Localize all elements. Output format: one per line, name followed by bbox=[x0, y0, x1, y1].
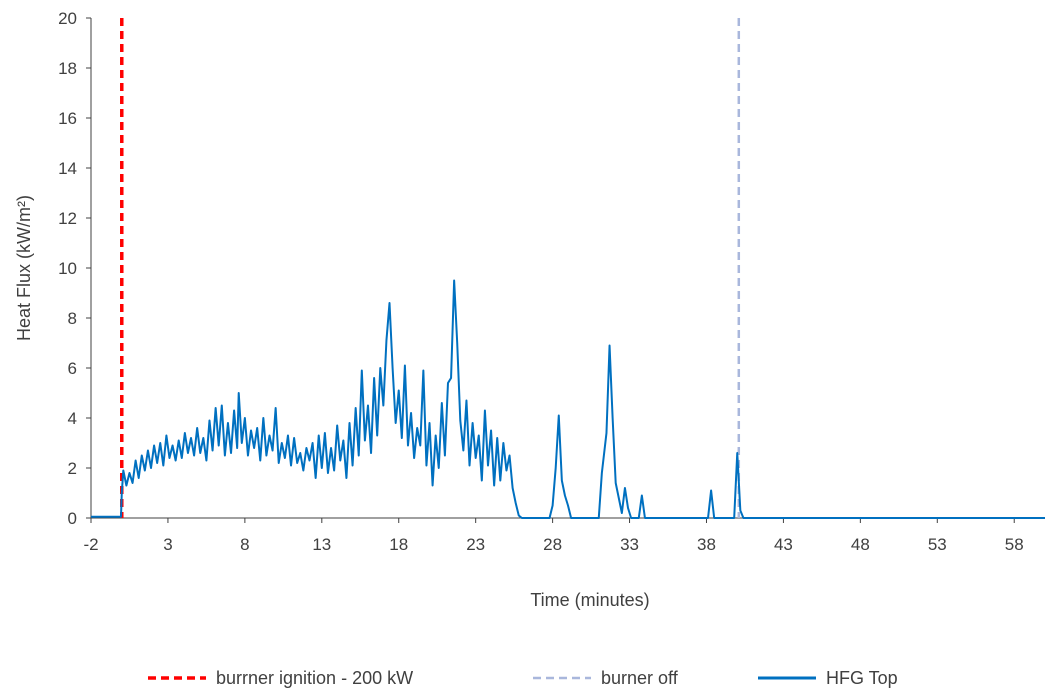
x-tick-label: 23 bbox=[466, 535, 485, 554]
x-tick-label: 3 bbox=[163, 535, 172, 554]
x-tick-label: 8 bbox=[240, 535, 249, 554]
y-tick-label: 10 bbox=[58, 259, 77, 278]
x-axis-ticks: -2 3 8 13 18 23 28 33 38 43 48 53 58 bbox=[83, 518, 1024, 554]
y-tick-label: 16 bbox=[58, 109, 77, 128]
x-tick-label: -2 bbox=[83, 535, 98, 554]
y-tick-label: 0 bbox=[68, 509, 77, 528]
y-axis-ticks: 0 2 4 6 8 10 12 14 16 18 20 bbox=[58, 9, 91, 528]
x-tick-label: 58 bbox=[1005, 535, 1024, 554]
x-axis-title: Time (minutes) bbox=[530, 590, 649, 610]
legend-label: burrner ignition - 200 kW bbox=[216, 668, 413, 688]
x-tick-label: 43 bbox=[774, 535, 793, 554]
legend-label: HFG Top bbox=[826, 668, 898, 688]
x-tick-label: 53 bbox=[928, 535, 947, 554]
y-tick-label: 4 bbox=[68, 409, 77, 428]
y-tick-label: 2 bbox=[68, 459, 77, 478]
y-tick-label: 20 bbox=[58, 9, 77, 28]
x-tick-label: 38 bbox=[697, 535, 716, 554]
y-tick-label: 8 bbox=[68, 309, 77, 328]
legend: burrner ignition - 200 kW burner off HFG T… bbox=[148, 668, 898, 688]
y-tick-label: 12 bbox=[58, 209, 77, 228]
x-tick-label: 18 bbox=[389, 535, 408, 554]
x-tick-label: 28 bbox=[543, 535, 562, 554]
x-tick-label: 33 bbox=[620, 535, 639, 554]
x-tick-label: 13 bbox=[312, 535, 331, 554]
x-tick-label: 48 bbox=[851, 535, 870, 554]
y-tick-label: 18 bbox=[58, 59, 77, 78]
series-layer bbox=[91, 18, 1045, 519]
y-tick-label: 14 bbox=[58, 159, 77, 178]
y-axis-title: Heat Flux (kW/m²) bbox=[14, 195, 34, 341]
y-tick-label: 6 bbox=[68, 359, 77, 378]
hfg-top-series-line bbox=[91, 279, 1045, 519]
legend-label: burner off bbox=[601, 668, 679, 688]
